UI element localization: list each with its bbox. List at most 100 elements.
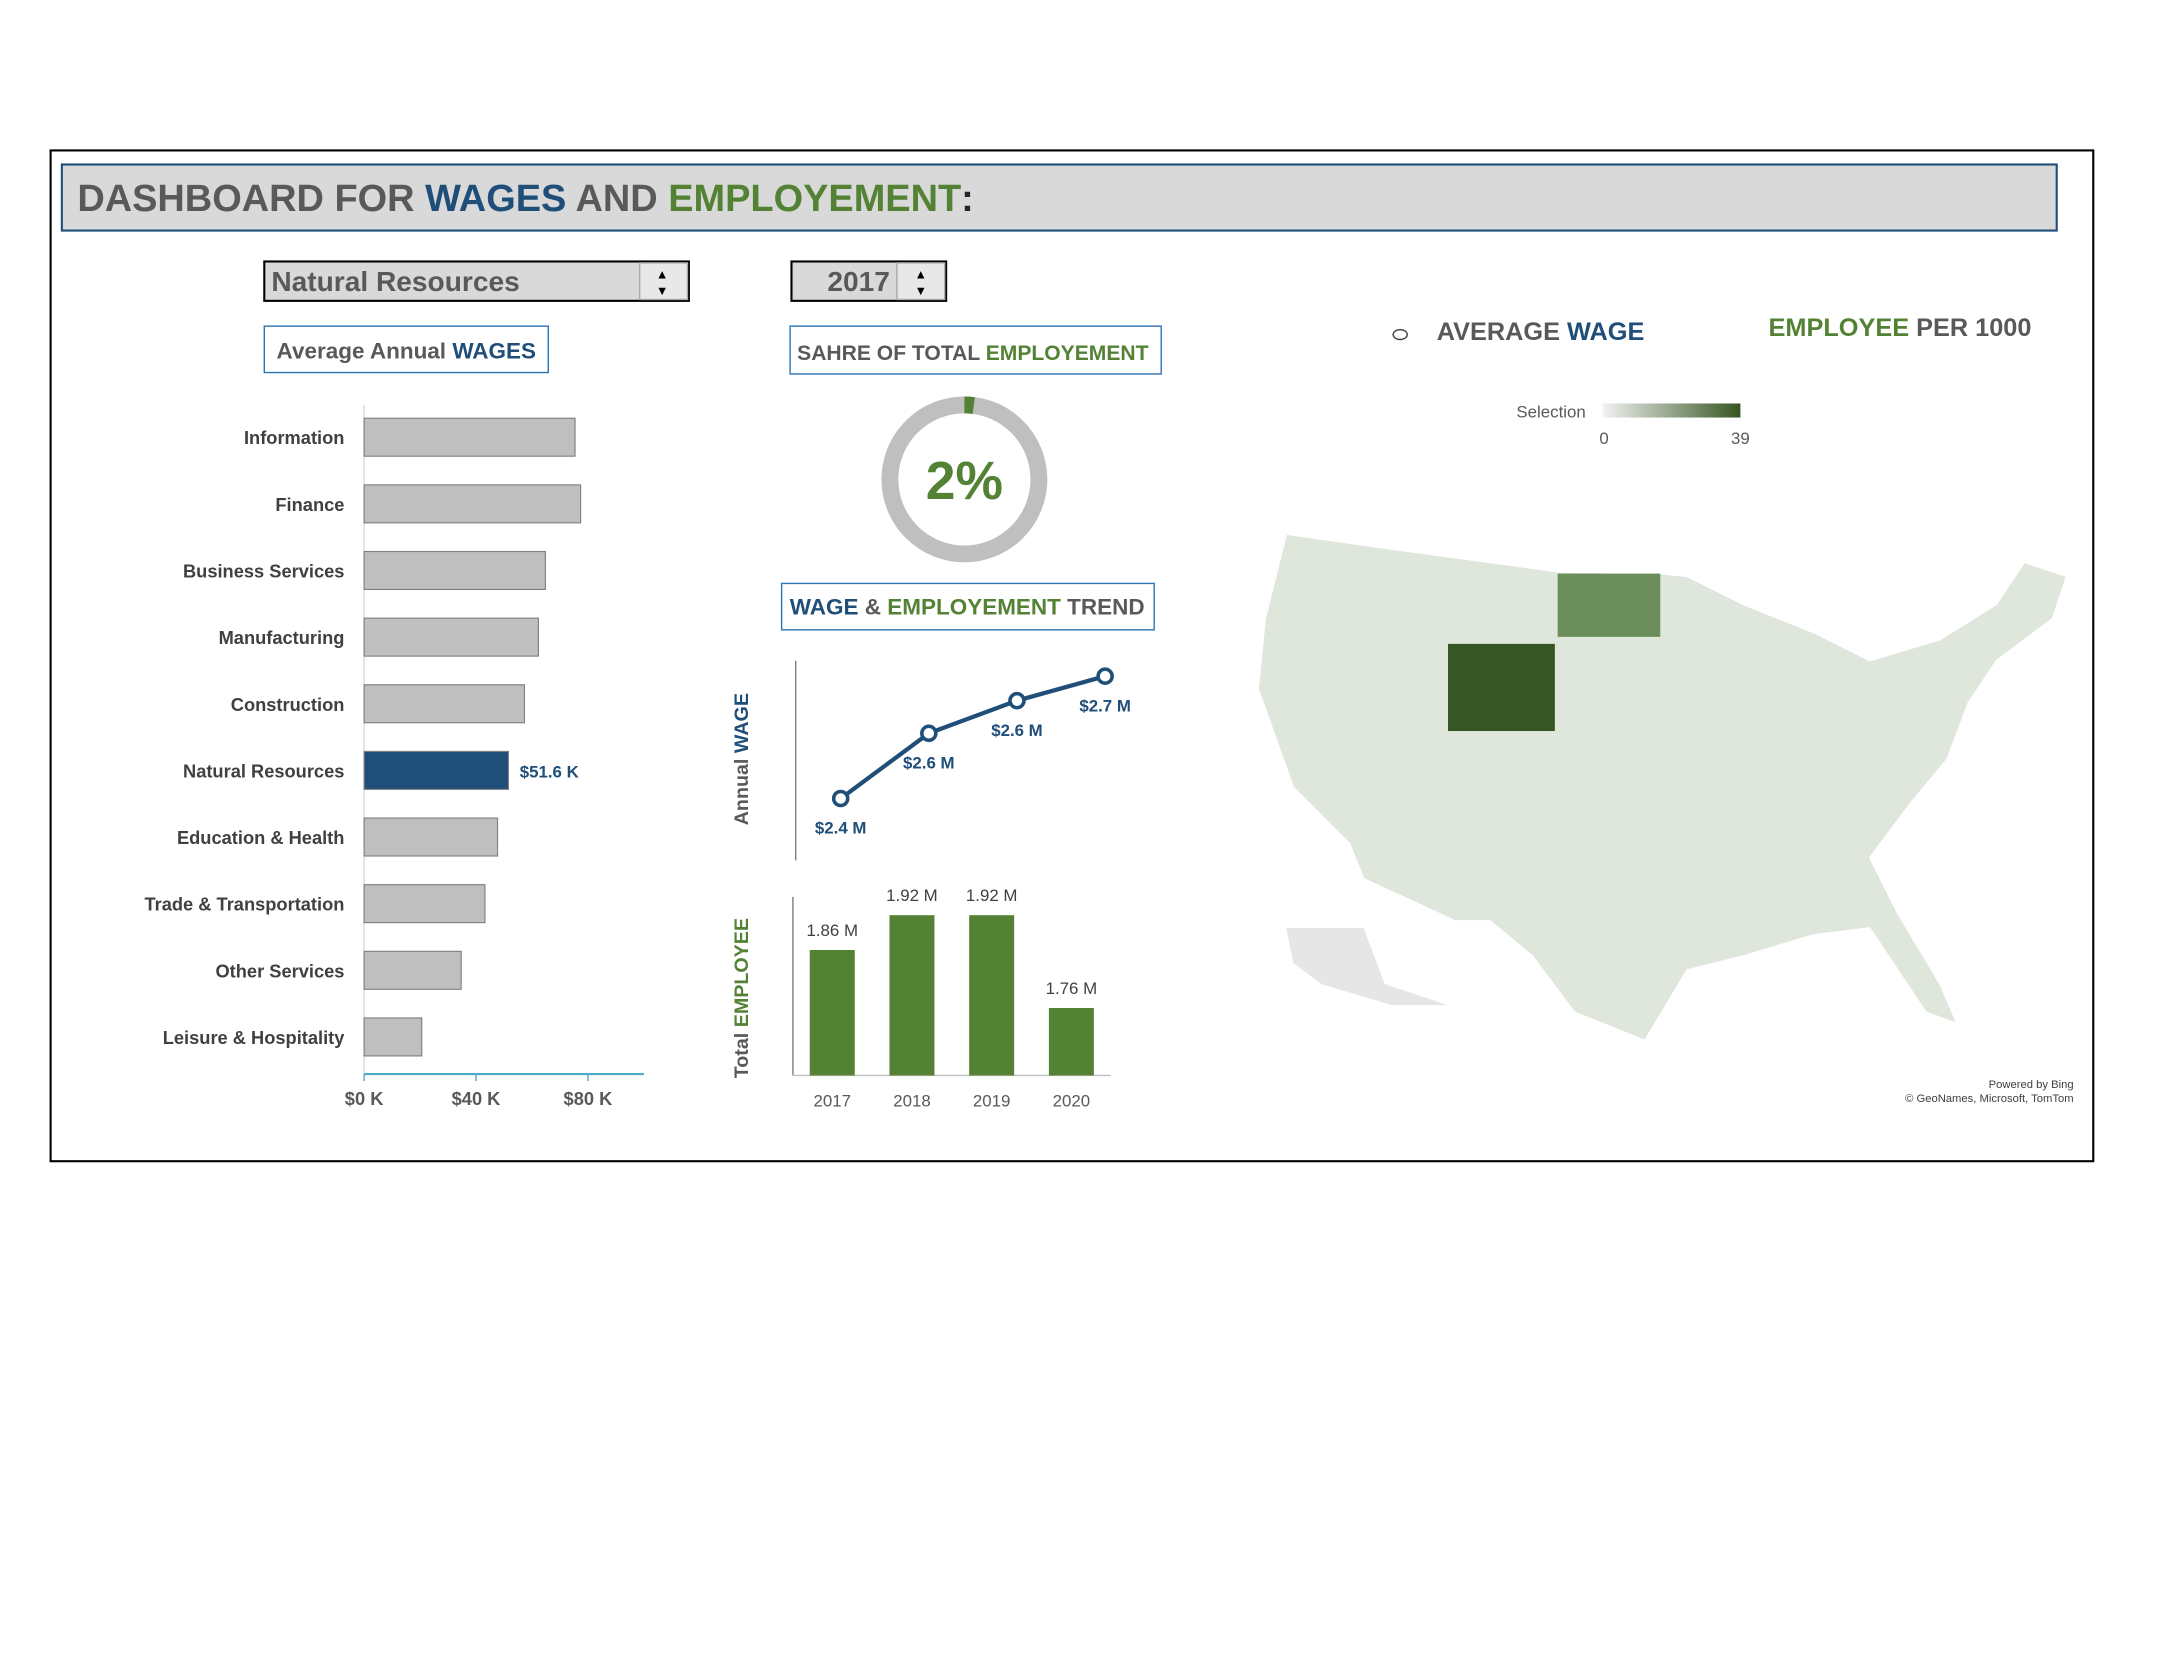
industry-value: Natural Resources [271,266,519,297]
category-label: Trade & Transportation [144,894,344,915]
text-segment: TREND [1061,594,1145,619]
category-label: Natural Resources [183,760,344,781]
text-segment: Average Annual [277,338,453,363]
x-tick-label: 2017 [813,1091,851,1110]
data-label: 1.86 M [806,921,858,940]
bar [969,915,1015,1076]
text-segment: WAGES [452,338,536,363]
data-label: 1.92 M [966,886,1018,905]
data-label: $51.6 K [520,762,580,781]
header-box [60,163,2058,232]
attribution: Powered by Bing [1989,1079,2074,1091]
data-label: 1.92 M [886,886,938,905]
category-label: Information [244,427,344,448]
line-point [831,789,850,808]
category-label: Manufacturing [219,627,345,648]
spin-down[interactable]: ▼ [915,284,928,298]
legend-min: 0 [1599,429,1608,448]
bar [363,484,582,524]
text-segment: PER 1000 [1909,314,2031,342]
chart-title: EMPLOYEE PER 1000 [1769,314,2032,342]
x-tick-label: $40 K [452,1088,502,1109]
donut-label: 2% [926,452,1003,511]
y-axis-label: Annual WAGE [731,693,753,825]
data-label: $2.6 M [903,753,955,772]
bar [363,884,486,924]
x-tick-label: 2019 [973,1091,1011,1110]
alaska[interactable] [1286,927,1448,1006]
spin-up[interactable]: ▲ [915,267,928,281]
title: DASHBOARD FOR WAGES AND EMPLOYEMENT: [77,178,973,220]
chart-title: WAGE & EMPLOYEMENT TREND [790,594,1145,619]
text-segment: & [859,594,888,619]
line-point [1008,691,1026,710]
text-segment: WAGES [425,178,566,220]
donut-arc [964,396,975,414]
category-label: Business Services [183,561,344,582]
heading-box [263,325,549,374]
bar [809,949,855,1076]
line-point [1096,667,1114,685]
bar [363,817,499,857]
text-segment: EMPLOYEMENT [887,594,1061,619]
map-region[interactable] [1448,643,1555,732]
spin-down[interactable]: ▼ [656,284,669,298]
text-segment: EMPLOYEE [731,918,753,1027]
bar [889,915,935,1076]
map-region[interactable] [1557,573,1661,637]
text-segment: Annual [731,753,753,825]
data-label: $2.6 M [991,721,1043,740]
text-segment: WAGE [1567,318,1644,346]
legend-icon [1392,328,1408,341]
text-segment: AND [566,178,668,220]
spin-up[interactable]: ▲ [656,267,669,281]
text-segment: EMPLOYEMENT [668,178,961,220]
heading-box [789,325,1162,375]
bar [363,617,539,657]
heading-box [780,582,1155,631]
legend-max: 39 [1731,429,1750,448]
attribution: © GeoNames, Microsoft, TomTom [1905,1093,2074,1105]
data-label: 1.76 M [1046,979,1098,998]
legend-title: Selection [1516,403,1585,422]
category-label: Education & Health [177,827,344,848]
chart-title: SAHRE OF TOTAL EMPLOYEMENT [797,342,1148,365]
text-segment: DASHBOARD FOR [77,178,425,220]
data-label: $2.7 M [1079,696,1131,715]
text-segment: WAGE [731,693,753,753]
y-axis-label: Total EMPLOYEE [731,918,753,1078]
text-segment: : [961,178,974,220]
bar [363,950,462,990]
year-spinner[interactable] [896,262,946,301]
text-segment: SAHRE OF TOTAL [797,342,986,365]
legend-scale [1602,403,1741,418]
x-tick-label: 2018 [893,1091,931,1110]
bar [363,750,510,790]
data-label: $2.4 M [815,819,867,838]
text-segment: AVERAGE [1437,318,1567,346]
x-tick-label: $80 K [564,1088,614,1109]
x-tick-label: 2020 [1053,1091,1091,1110]
bar [363,550,546,591]
bar [1048,1007,1094,1076]
year-value: 2017 [827,266,890,297]
category-label: Construction [231,694,345,715]
category-label: Leisure & Hospitality [163,1027,346,1048]
industry-spinner[interactable] [638,262,689,301]
bar [363,684,525,724]
x-tick-label: $0 K [345,1088,384,1109]
bar [363,417,576,457]
bar [363,1017,423,1057]
category-label: Other Services [215,960,344,981]
line [839,674,1106,801]
text-segment: WAGE [790,594,859,619]
text-segment: EMPLOYEMENT [986,342,1149,365]
category-label: Finance [275,494,344,515]
chart-title: AVERAGE WAGE [1437,318,1645,346]
text-segment: Total [731,1027,753,1078]
line-point [920,724,938,743]
text-segment: EMPLOYEE [1769,314,1910,342]
industry-select[interactable] [263,260,690,302]
